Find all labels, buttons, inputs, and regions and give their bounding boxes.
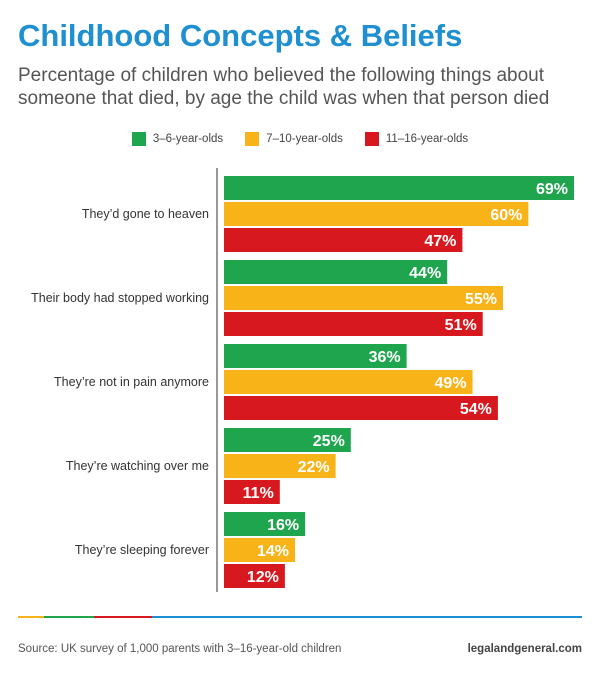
data-label: 36% bbox=[369, 349, 401, 366]
legend: 3–6-year-olds 7–10-year-olds 11–16-year-… bbox=[0, 132, 600, 146]
bar bbox=[224, 286, 503, 310]
data-label: 11% bbox=[243, 485, 274, 502]
legend-item-11-16: 11–16-year-olds bbox=[364, 132, 469, 146]
data-label: 51% bbox=[445, 317, 477, 334]
data-label: 69% bbox=[536, 181, 568, 198]
bar bbox=[224, 344, 407, 368]
footer-divider-segment bbox=[18, 616, 44, 618]
data-label: 16% bbox=[267, 517, 299, 534]
category-label: They’d gone to heaven bbox=[82, 207, 209, 221]
category-label: They’re watching over me bbox=[66, 459, 209, 473]
bar bbox=[224, 480, 280, 504]
legend-label-7-10: 7–10-year-olds bbox=[266, 133, 343, 145]
data-label: 55% bbox=[465, 291, 497, 308]
category-label: Their body had stopped working bbox=[31, 291, 209, 305]
data-label: 44% bbox=[409, 265, 441, 282]
legend-label-3-6: 3–6-year-olds bbox=[152, 133, 224, 145]
data-label: 47% bbox=[424, 233, 456, 250]
bar bbox=[224, 396, 498, 420]
legend-swatch-7-10 bbox=[245, 132, 260, 146]
legend-item-3-6: 3–6-year-olds bbox=[131, 132, 224, 146]
bar bbox=[224, 312, 483, 336]
data-label: 22% bbox=[298, 459, 330, 476]
bar bbox=[224, 228, 463, 252]
category-label: They’re not in pain anymore bbox=[54, 375, 209, 389]
data-label: 12% bbox=[247, 569, 279, 586]
chart-title: Childhood Concepts & Beliefs bbox=[18, 18, 463, 53]
site-link[interactable]: legalandgeneral.com bbox=[467, 643, 582, 655]
bar bbox=[224, 370, 473, 394]
bar bbox=[224, 176, 574, 200]
footer-divider-segment bbox=[94, 616, 152, 618]
footer-divider-segment bbox=[44, 616, 94, 618]
legend-item-7-10: 7–10-year-olds bbox=[245, 132, 343, 146]
category-label: They’re sleeping forever bbox=[75, 543, 209, 557]
legend-swatch-3-6 bbox=[131, 132, 146, 146]
bar bbox=[224, 538, 296, 562]
data-label: 14% bbox=[257, 543, 289, 560]
bar bbox=[224, 564, 285, 588]
data-label: 49% bbox=[435, 375, 467, 392]
legend-label-11-16: 11–16-year-olds bbox=[385, 133, 469, 145]
bar-chart: They’d gone to heaven 69% 60% 47% Their body… bbox=[31, 168, 574, 592]
data-label: 60% bbox=[490, 207, 522, 224]
source-note: Source: UK survey of 1,000 parents with … bbox=[18, 643, 342, 655]
bar bbox=[224, 428, 351, 452]
bar bbox=[224, 202, 529, 226]
legend-swatch-11-16 bbox=[364, 132, 379, 146]
data-label: 25% bbox=[313, 433, 345, 450]
bar bbox=[224, 512, 306, 536]
footer-divider bbox=[18, 616, 582, 618]
bar bbox=[224, 454, 336, 478]
chart-subtitle: Percentage of children who believed the … bbox=[18, 65, 550, 109]
data-label: 54% bbox=[460, 401, 492, 418]
bar bbox=[224, 260, 448, 284]
